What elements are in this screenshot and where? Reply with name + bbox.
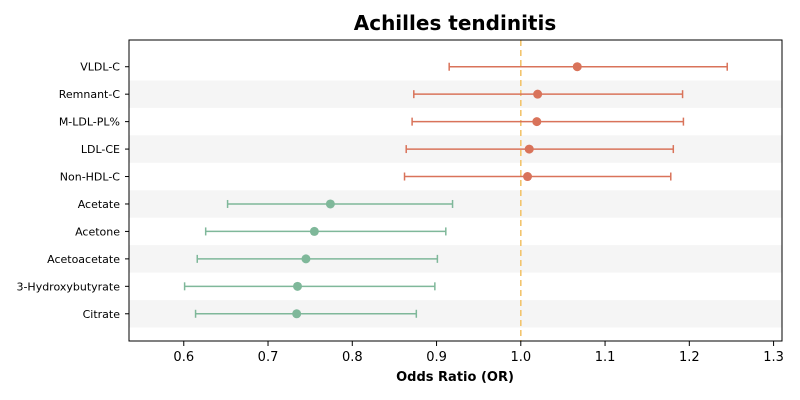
y-tick-label: Non-HDL-C: [60, 171, 121, 184]
confidence-intervals: [183, 62, 728, 319]
x-tick-label: 1.0: [510, 350, 531, 365]
plot-frame: [128, 39, 783, 342]
or-point: [325, 199, 335, 209]
y-tick-label: Acetone: [75, 225, 120, 238]
or-point: [301, 254, 311, 264]
x-tick-label: 0.8: [342, 350, 363, 365]
or-point: [292, 309, 302, 319]
y-tick-label: Citrate: [83, 308, 121, 321]
or-point: [532, 117, 542, 127]
or-point: [293, 281, 303, 291]
y-axis-ticks: VLDL-C Remnant-C M-LDL-PL% LDL-CE Non-HDL-C A…: [16, 61, 129, 321]
or-point: [572, 62, 582, 72]
y-tick-label: M-LDL-PL%: [59, 116, 120, 129]
or-point: [533, 89, 543, 99]
or-point: [523, 172, 533, 182]
y-tick-label: Acetate: [78, 198, 121, 211]
y-tick-label: Remnant-C: [59, 88, 121, 101]
or-point: [309, 226, 319, 236]
x-tick-label: 1.2: [679, 350, 700, 365]
x-tick-label: 0.7: [258, 350, 279, 365]
x-tick-label: 1.1: [595, 350, 616, 365]
or-point: [524, 144, 534, 154]
y-tick-label: 3-Hydroxybutyrate: [16, 280, 120, 293]
y-tick-label: LDL-CE: [81, 143, 120, 156]
y-tick-label: VLDL-C: [80, 61, 120, 74]
x-axis-ticks: 0.6 0.7 0.8 0.9 1.0 1.1 1.2 1.3: [173, 341, 784, 365]
x-tick-label: 0.9: [426, 350, 447, 365]
x-axis-label: Odds Ratio (OR): [396, 370, 514, 385]
y-tick-label: Acetoacetate: [47, 253, 120, 266]
x-tick-label: 1.3: [763, 350, 784, 365]
x-tick-label: 0.6: [173, 350, 194, 365]
chart-title: Achilles tendinitis: [354, 11, 557, 35]
